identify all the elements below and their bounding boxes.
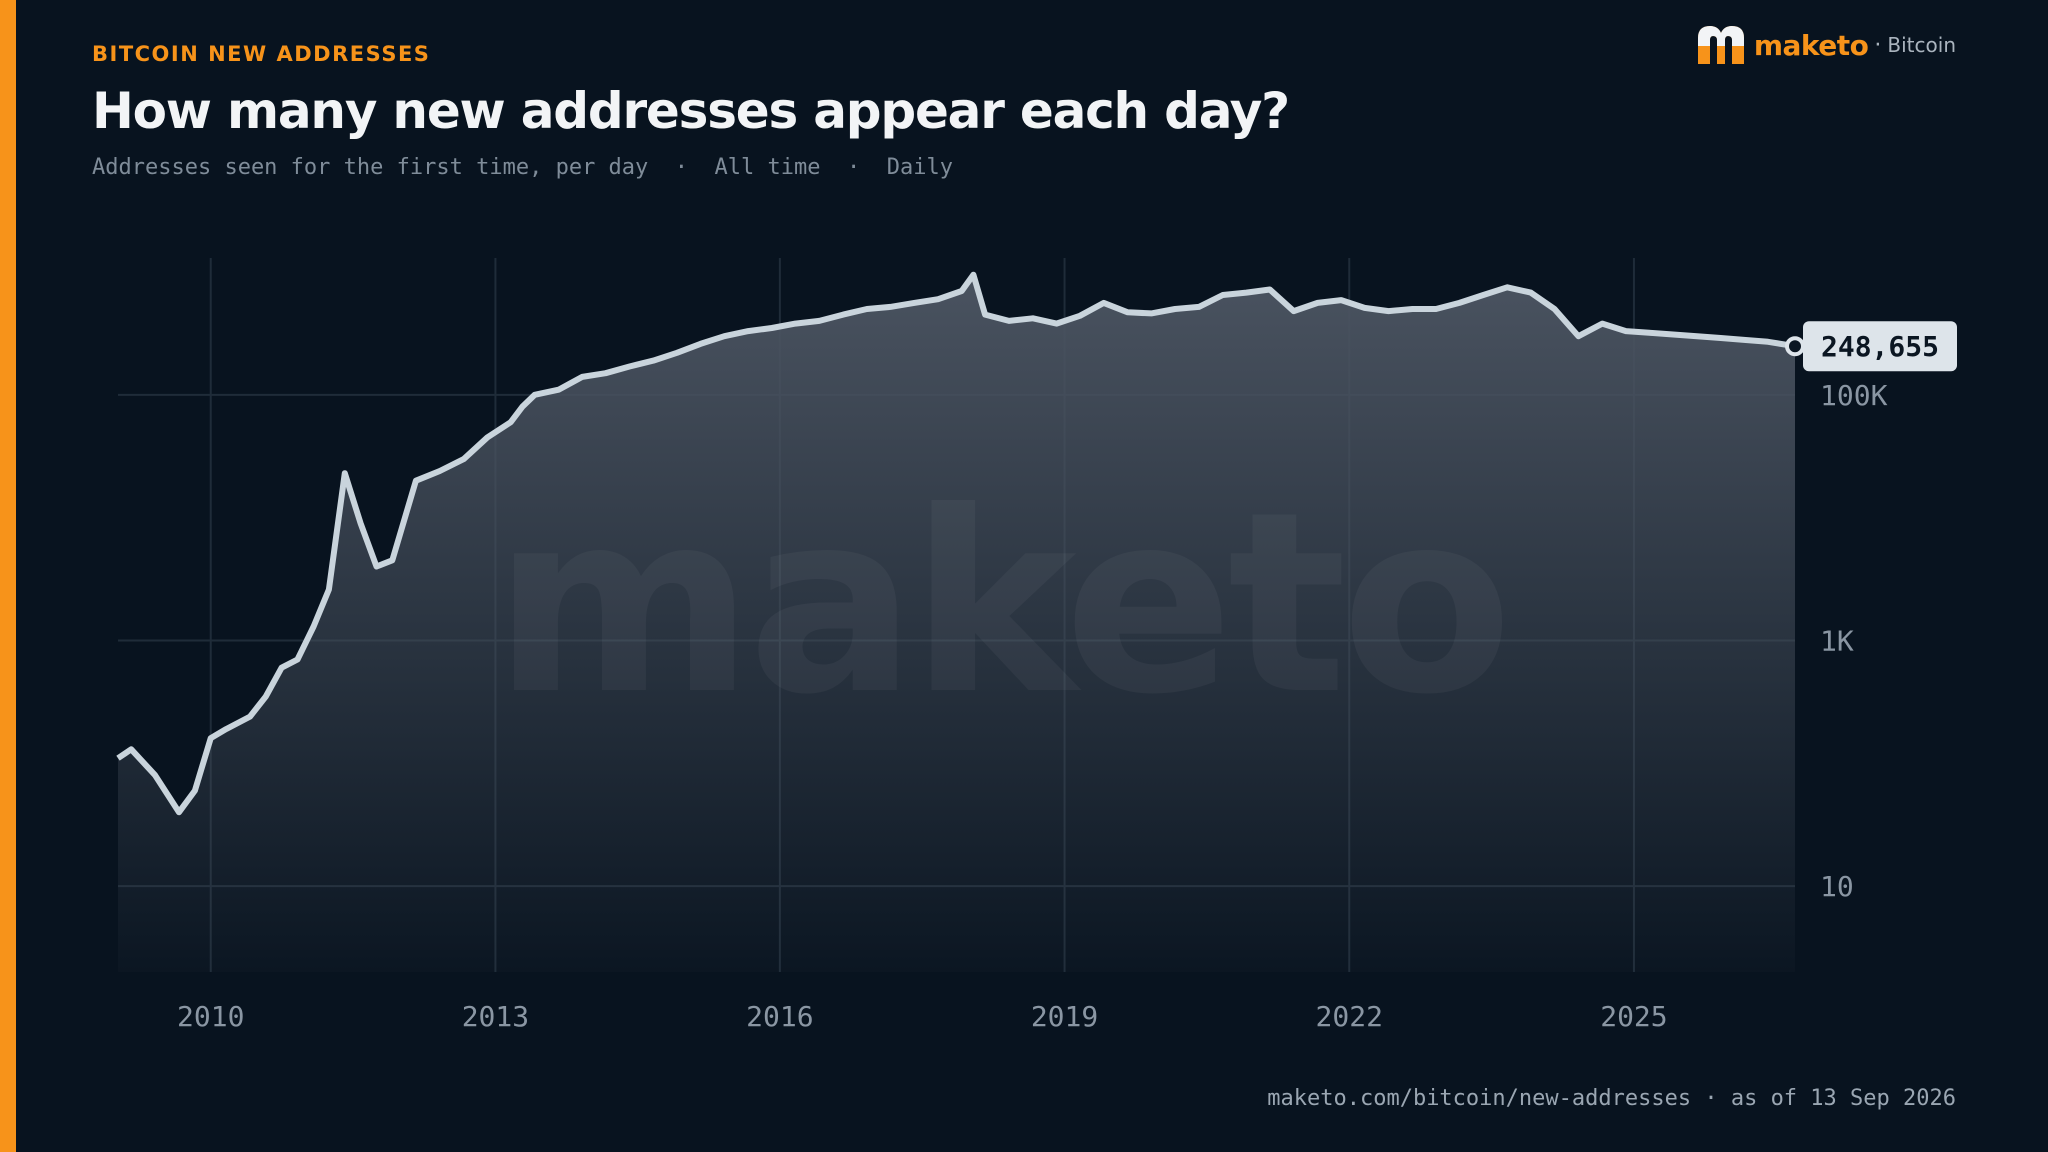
maketo-logo-icon [1697, 26, 1744, 64]
eyebrow-label: BITCOIN NEW ADDRESSES [92, 42, 431, 66]
brand-logo: maketo · Bitcoin [1696, 24, 1956, 66]
last-value-box [1803, 321, 1957, 372]
x-axis: 2010 2013 2016 2019 2022 2025 [177, 1000, 1668, 1033]
brand-name: maketo [1753, 28, 1869, 62]
watermark-text: maketo [493, 458, 1507, 749]
y-axis: 10 1K 100K [1820, 379, 1888, 903]
last-value-label: 248,655 [1821, 330, 1939, 363]
page-subtitle: Addresses seen for the first time, per d… [92, 155, 953, 180]
accent-bar [0, 0, 16, 1152]
brand-product: Bitcoin [1887, 33, 1956, 57]
y-tick-label: 1K [1820, 624, 1854, 657]
x-tick-label: 2025 [1600, 1000, 1667, 1033]
series-line [116, 271, 1796, 816]
y-tick-label: 100K [1820, 379, 1888, 412]
area-fill [118, 274, 1795, 972]
x-tick-label: 2010 [177, 1000, 244, 1033]
y-tick-label: 10 [1820, 870, 1854, 903]
x-tick-label: 2016 [746, 1000, 813, 1033]
x-tick-label: 2019 [1031, 1000, 1098, 1033]
last-value-callout: 248,655 [1785, 321, 1957, 372]
page-title: How many new addresses appear each day? [92, 82, 1290, 140]
x-tick-label: 2022 [1316, 1000, 1383, 1033]
footer-source: maketo.com/bitcoin/new-addresses · as of… [1267, 1086, 1956, 1111]
last-value-marker [1785, 336, 1805, 357]
brand-separator: · [1874, 32, 1882, 58]
x-tick-label: 2013 [462, 1000, 529, 1033]
